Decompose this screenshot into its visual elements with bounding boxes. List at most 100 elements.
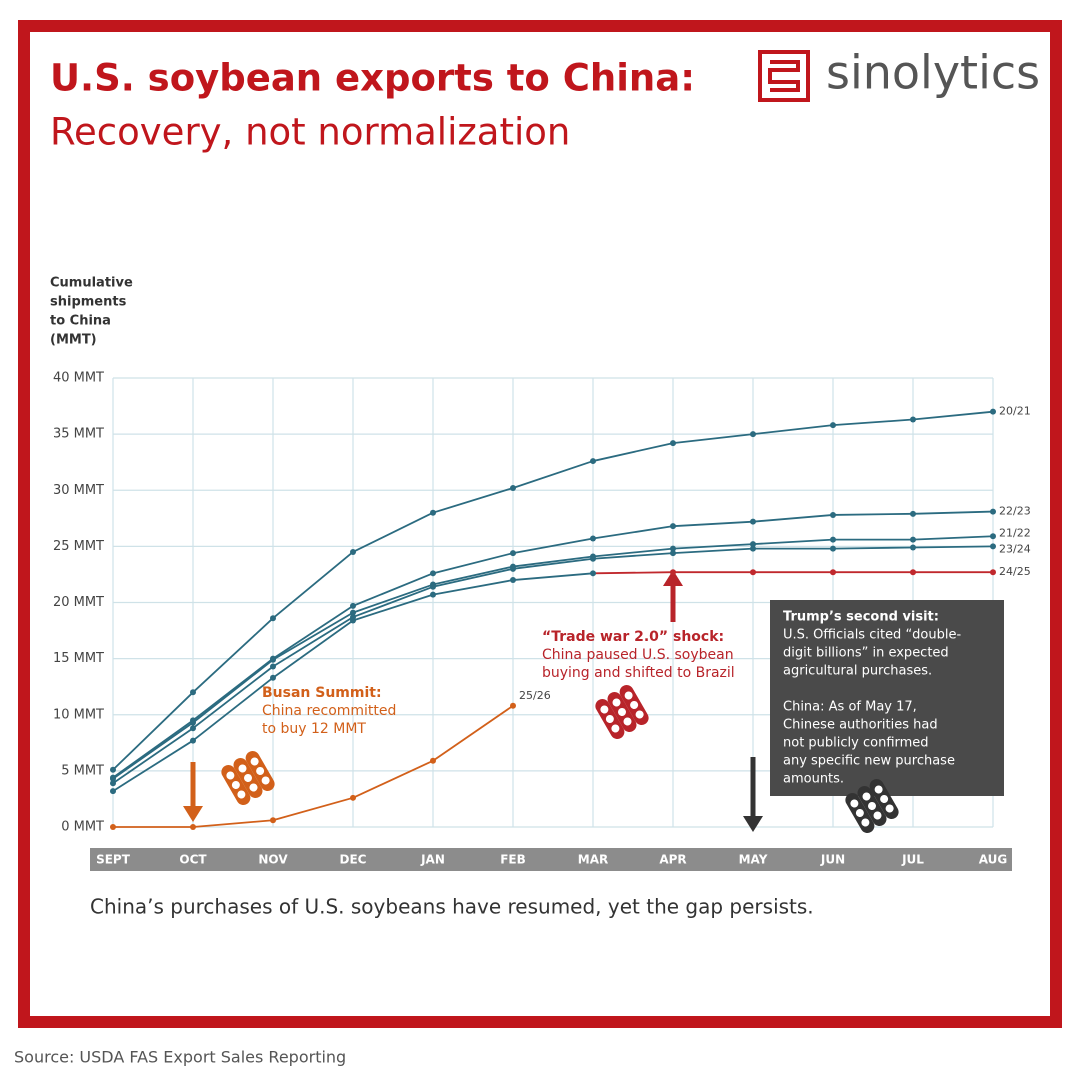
bean (237, 790, 246, 799)
point (910, 510, 916, 517)
series-line (272, 616, 354, 668)
point (510, 485, 516, 492)
point (350, 794, 356, 801)
series-line (432, 567, 514, 588)
y-axis-label: Cumulative (50, 276, 133, 291)
point (990, 569, 996, 576)
bean (635, 710, 644, 719)
annotation: digit billions” in expected (783, 646, 949, 661)
series-line (592, 547, 674, 558)
point (990, 543, 996, 550)
point (270, 615, 276, 622)
y-axis-label: (MMT) (50, 333, 97, 348)
series-line (672, 520, 754, 528)
source: Source: USDA FAS Export Sales Reporting (14, 1048, 346, 1067)
point (190, 725, 196, 732)
annotation: buying and shifted to Brazil (542, 665, 735, 681)
series-label: 24/25 (999, 565, 1031, 578)
point (350, 617, 356, 624)
y-axis-label: to China (50, 314, 111, 329)
point (430, 757, 436, 764)
bean (249, 783, 258, 792)
y-tick-label: 35 MMT (53, 427, 104, 442)
x-tick-label: NOV (258, 853, 288, 867)
point (910, 416, 916, 423)
series-line (352, 585, 434, 618)
series-line (752, 538, 834, 546)
point (910, 569, 916, 576)
series-line (752, 424, 834, 436)
y-tick-label: 0 MMT (61, 820, 104, 835)
series-label: 20/21 (999, 405, 1031, 418)
point (670, 440, 676, 447)
series-line (432, 565, 514, 586)
series-line (352, 511, 434, 553)
bean (861, 818, 870, 827)
point (590, 570, 596, 577)
bean (630, 701, 639, 709)
point (110, 824, 116, 830)
bean (244, 774, 252, 782)
bean (885, 804, 894, 813)
point (350, 548, 356, 555)
series-line (512, 537, 594, 554)
series-line (592, 552, 674, 560)
y-tick-label: 20 MMT (53, 595, 104, 610)
point (990, 408, 996, 415)
series-line (272, 619, 354, 679)
soybean-icon (221, 751, 275, 805)
x-tick-label: MAR (578, 853, 608, 867)
annotation: China: As of May 17, (783, 700, 917, 715)
x-tick-label: MAY (739, 853, 768, 867)
arrow-head (743, 816, 763, 832)
point (430, 591, 436, 598)
point (830, 511, 836, 518)
x-tick-label: DEC (340, 853, 367, 867)
point (190, 737, 196, 744)
annotation: “Trade war 2.0” shock: (542, 629, 724, 645)
point (270, 656, 276, 663)
series-line (192, 659, 274, 724)
annotation: China recommitted (262, 703, 396, 719)
annotation: Chinese authorities had (783, 718, 938, 733)
series-line (672, 543, 754, 550)
series-line (512, 572, 594, 581)
y-tick-label: 40 MMT (53, 371, 104, 386)
point (590, 458, 596, 465)
series-line (112, 691, 194, 771)
annotation: Busan Summit: (262, 685, 382, 701)
point (350, 609, 356, 616)
point (750, 431, 756, 438)
bean (611, 724, 620, 733)
logo-icon (758, 50, 810, 102)
point (830, 545, 836, 552)
series-line (192, 657, 274, 722)
y-tick-label: 25 MMT (53, 539, 104, 554)
frame (18, 20, 1062, 1028)
series-line (192, 676, 274, 742)
annotation: China paused U.S. soybean (542, 647, 734, 663)
bean (256, 767, 265, 775)
point (190, 719, 196, 726)
series-line (272, 611, 354, 661)
annotation: agricultural purchases. (783, 664, 932, 679)
annotation: Trump’s second visit: (783, 610, 939, 625)
point (510, 550, 516, 557)
y-tick-label: 30 MMT (53, 483, 104, 498)
series-line (352, 572, 434, 607)
series-line (272, 605, 354, 660)
series-line (112, 739, 194, 792)
bean (874, 785, 883, 794)
series-line (432, 579, 514, 596)
point (190, 824, 196, 830)
arrow-head (663, 570, 683, 586)
bean (855, 809, 864, 817)
x-tick-label: OCT (179, 853, 207, 867)
point (110, 775, 116, 782)
series-label: 21/22 (999, 526, 1031, 539)
x-tick-label: SEPT (96, 853, 131, 867)
annotation: U.S. Officials cited “double- (783, 628, 961, 643)
bean (618, 708, 626, 716)
y-tick-label: 10 MMT (53, 707, 104, 722)
